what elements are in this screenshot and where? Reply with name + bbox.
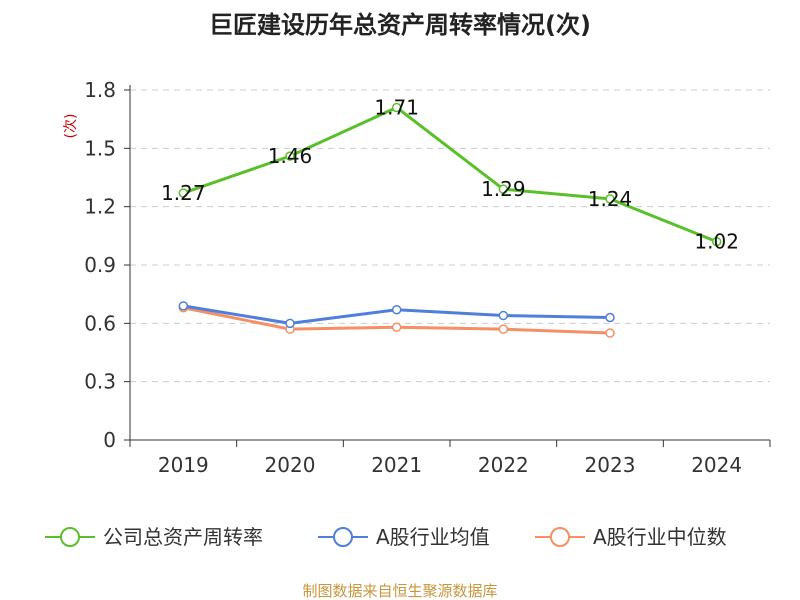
legend-marker: [333, 527, 353, 547]
grid-lines: [130, 89, 770, 383]
source-note: 制图数据来自恒生聚源数据库: [302, 582, 497, 600]
data-point: [498, 324, 509, 334]
data-label: 1.02: [694, 230, 739, 254]
data-label: 1.27: [161, 181, 206, 205]
x-tick-label: 2020: [265, 453, 316, 477]
x-tick-labels: 2019 2020 2021 2022 2023 2024: [158, 453, 742, 477]
data-point: [285, 318, 295, 329]
legend-marker: [550, 527, 570, 547]
data-point: [605, 328, 615, 338]
series-group: [178, 102, 722, 338]
data-label: 1.29: [481, 177, 526, 201]
x-tick-label: 2024: [691, 453, 742, 477]
y-axis-unit: (次): [63, 114, 79, 139]
series-line-0: [182, 106, 718, 244]
data-point: [285, 151, 295, 161]
data-point: [498, 184, 509, 194]
x-tick-label: 2021: [371, 453, 422, 477]
data-point: [391, 304, 402, 315]
legend-label: A股行业中位数: [593, 525, 727, 549]
y-tick-labels: 0 0.3 0.6 0.9 1.2 1.5 1.8: [84, 78, 116, 452]
legend-label: 公司总资产周转率: [103, 525, 263, 549]
data-point: [605, 312, 615, 323]
legend: 公司总资产周转率 A股行业均值 A股行业中位数: [45, 525, 727, 549]
data-point: [391, 322, 402, 332]
legend-label: A股行业均值: [376, 525, 490, 549]
legend-marker: [60, 527, 80, 547]
data-point: [391, 102, 402, 113]
x-tick-label: 2023: [585, 453, 636, 477]
chart-title: 巨匠建设历年总资产周转率情况(次): [209, 11, 591, 39]
y-tick-label: 1.8: [84, 78, 116, 102]
y-tick-label: 0: [103, 428, 116, 452]
data-point: [178, 188, 189, 198]
y-tick-label: 0.3: [84, 370, 116, 394]
data-point: [605, 194, 615, 204]
y-tick-label: 1.2: [84, 195, 116, 219]
data-point: [498, 310, 509, 321]
data-point: [711, 236, 722, 247]
x-tick-label: 2019: [158, 453, 209, 477]
x-tick-label: 2022: [478, 453, 529, 477]
data-label: 1.71: [374, 96, 419, 120]
data-label: 1.24: [588, 187, 633, 211]
data-label: 1.46: [268, 144, 313, 168]
data-point: [178, 301, 189, 311]
y-tick-label: 0.6: [84, 311, 116, 335]
y-tick-label: 0.9: [84, 253, 116, 277]
y-tick-label: 1.5: [84, 136, 116, 160]
data-labels: 1.27 1.46 1.71 1.29 1.24 1.02: [161, 96, 739, 254]
axes: [124, 85, 771, 447]
